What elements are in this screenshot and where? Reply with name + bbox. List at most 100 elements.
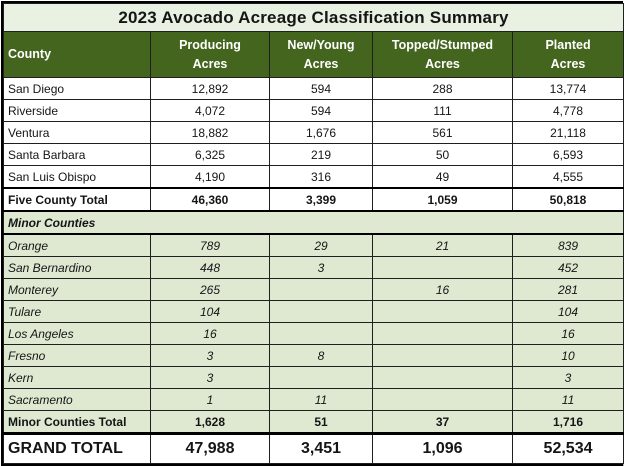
table-row: Tulare 104 104: [3, 300, 624, 323]
planted-cell: 452: [511, 256, 624, 279]
column-header-planted-acres: Planted Acres: [511, 31, 624, 78]
topped-stumped-cell: [372, 366, 513, 389]
new-young-cell: 3: [269, 256, 373, 279]
county-cell: Monterey: [3, 278, 151, 301]
planted-cell: 4,555: [511, 165, 624, 189]
planted-cell: 50,818: [511, 187, 624, 212]
minor-counties-band: Minor Counties: [2, 210, 624, 235]
table-row: Riverside 4,072 594 111 4,778: [3, 99, 624, 122]
table-row: Fresno 3 8 10: [3, 344, 624, 367]
new-young-cell: 11: [269, 388, 373, 411]
new-young-cell: 29: [269, 233, 373, 257]
producing-cell: 6,325: [150, 143, 270, 166]
new-young-cell: 8: [269, 344, 373, 367]
producing-cell: 265: [150, 278, 270, 301]
table-row: San Diego 12,892 594 288 13,774: [3, 77, 624, 100]
column-header-row: County Producing Acres New/Young Acres T…: [3, 31, 624, 78]
table-row: Los Angeles 16 16: [3, 322, 624, 345]
planted-cell: 6,593: [511, 143, 624, 166]
new-young-cell: [269, 278, 373, 301]
planted-cell: 839: [511, 233, 624, 257]
county-cell: Fresno: [3, 344, 151, 367]
table-row: Santa Barbara 6,325 219 50 6,593: [3, 143, 624, 166]
planted-cell: 21,118: [511, 121, 624, 144]
title-row: 2023 Avocado Acreage Classification Summ…: [2, 3, 624, 32]
topped-stumped-cell: 50: [372, 143, 513, 166]
county-cell: Sacramento: [3, 388, 151, 411]
planted-cell: 10: [511, 344, 624, 367]
grand-total-row: GRAND TOTAL 47,988 3,451 1,096 52,534: [3, 432, 624, 464]
column-header-topped-stumped-acres: Topped/Stumped Acres: [372, 31, 513, 78]
topped-stumped-cell: 1,096: [372, 432, 513, 464]
county-cell: Riverside: [3, 99, 151, 122]
table-row: San Luis Obispo 4,190 316 49 4,555: [3, 165, 624, 189]
topped-stumped-cell: 288: [372, 77, 513, 100]
page-title: 2023 Avocado Acreage Classification Summ…: [2, 3, 624, 32]
major-counties-section: San Diego 12,892 594 288 13,774 Riverside 4,07…: [3, 77, 624, 212]
county-cell: San Diego: [3, 77, 151, 100]
topped-stumped-cell: [372, 344, 513, 367]
topped-stumped-cell: 561: [372, 121, 513, 144]
new-young-cell: [269, 322, 373, 345]
new-young-cell: 219: [269, 143, 373, 166]
topped-stumped-cell: 37: [372, 410, 513, 434]
producing-cell: 3: [150, 366, 270, 389]
topped-stumped-cell: 21: [372, 233, 513, 257]
totals-section: Minor Counties Total 1,628 51 37 1,716 GRAND …: [3, 410, 624, 464]
county-cell: Minor Counties Total: [3, 410, 151, 434]
county-cell: Kern: [3, 366, 151, 389]
new-young-cell: 3,399: [269, 187, 373, 212]
producing-cell: 3: [150, 344, 270, 367]
planted-cell: 4,778: [511, 99, 624, 122]
producing-cell: 12,892: [150, 77, 270, 100]
producing-cell: 789: [150, 233, 270, 257]
column-header-county: County: [3, 31, 151, 78]
new-young-cell: [269, 366, 373, 389]
county-cell: GRAND TOTAL: [3, 432, 151, 464]
new-young-cell: 51: [269, 410, 373, 434]
county-cell: Tulare: [3, 300, 151, 323]
topped-stumped-cell: [372, 300, 513, 323]
producing-cell: 4,190: [150, 165, 270, 189]
topped-stumped-cell: 16: [372, 278, 513, 301]
topped-stumped-cell: 111: [372, 99, 513, 122]
producing-cell: 448: [150, 256, 270, 279]
new-young-cell: 316: [269, 165, 373, 189]
topped-stumped-cell: 49: [372, 165, 513, 189]
minor-counties-header-row: Minor Counties: [2, 210, 624, 235]
new-young-cell: [269, 300, 373, 323]
producing-cell: 16: [150, 322, 270, 345]
planted-cell: 281: [511, 278, 624, 301]
planted-cell: 104: [511, 300, 624, 323]
county-cell: Los Angeles: [3, 322, 151, 345]
producing-cell: 18,882: [150, 121, 270, 144]
minor-counties-section: Orange 789 29 21 839 San Bernardino 448 3 452 Mon…: [3, 233, 624, 411]
minor-counties-section-title: Minor Counties: [2, 210, 624, 235]
table-row: San Bernardino 448 3 452: [3, 256, 624, 279]
producing-cell: 46,360: [150, 187, 270, 212]
table-row: Kern 3 3: [3, 366, 624, 389]
new-young-cell: 3,451: [269, 432, 373, 464]
producing-cell: 4,072: [150, 99, 270, 122]
table-row: Ventura 18,882 1,676 561 21,118: [3, 121, 624, 144]
producing-cell: 1,628: [150, 410, 270, 434]
producing-cell: 47,988: [150, 432, 270, 464]
planted-cell: 13,774: [511, 77, 624, 100]
new-young-cell: 594: [269, 99, 373, 122]
producing-cell: 104: [150, 300, 270, 323]
planted-cell: 52,534: [511, 432, 624, 464]
minor-counties-total-row: Minor Counties Total 1,628 51 37 1,716: [3, 410, 624, 434]
new-young-cell: 594: [269, 77, 373, 100]
planted-cell: 11: [511, 388, 624, 411]
producing-cell: 1: [150, 388, 270, 411]
column-header-new-young-acres: New/Young Acres: [269, 31, 373, 78]
new-young-cell: 1,676: [269, 121, 373, 144]
county-cell: San Luis Obispo: [3, 165, 151, 189]
table-row: Orange 789 29 21 839: [3, 233, 624, 257]
county-cell: Five County Total: [3, 187, 151, 212]
table-row: Sacramento 1 11 11: [3, 388, 624, 411]
county-cell: Ventura: [3, 121, 151, 144]
acreage-table: 2023 Avocado Acreage Classification Summ…: [2, 3, 624, 464]
planted-cell: 3: [511, 366, 624, 389]
